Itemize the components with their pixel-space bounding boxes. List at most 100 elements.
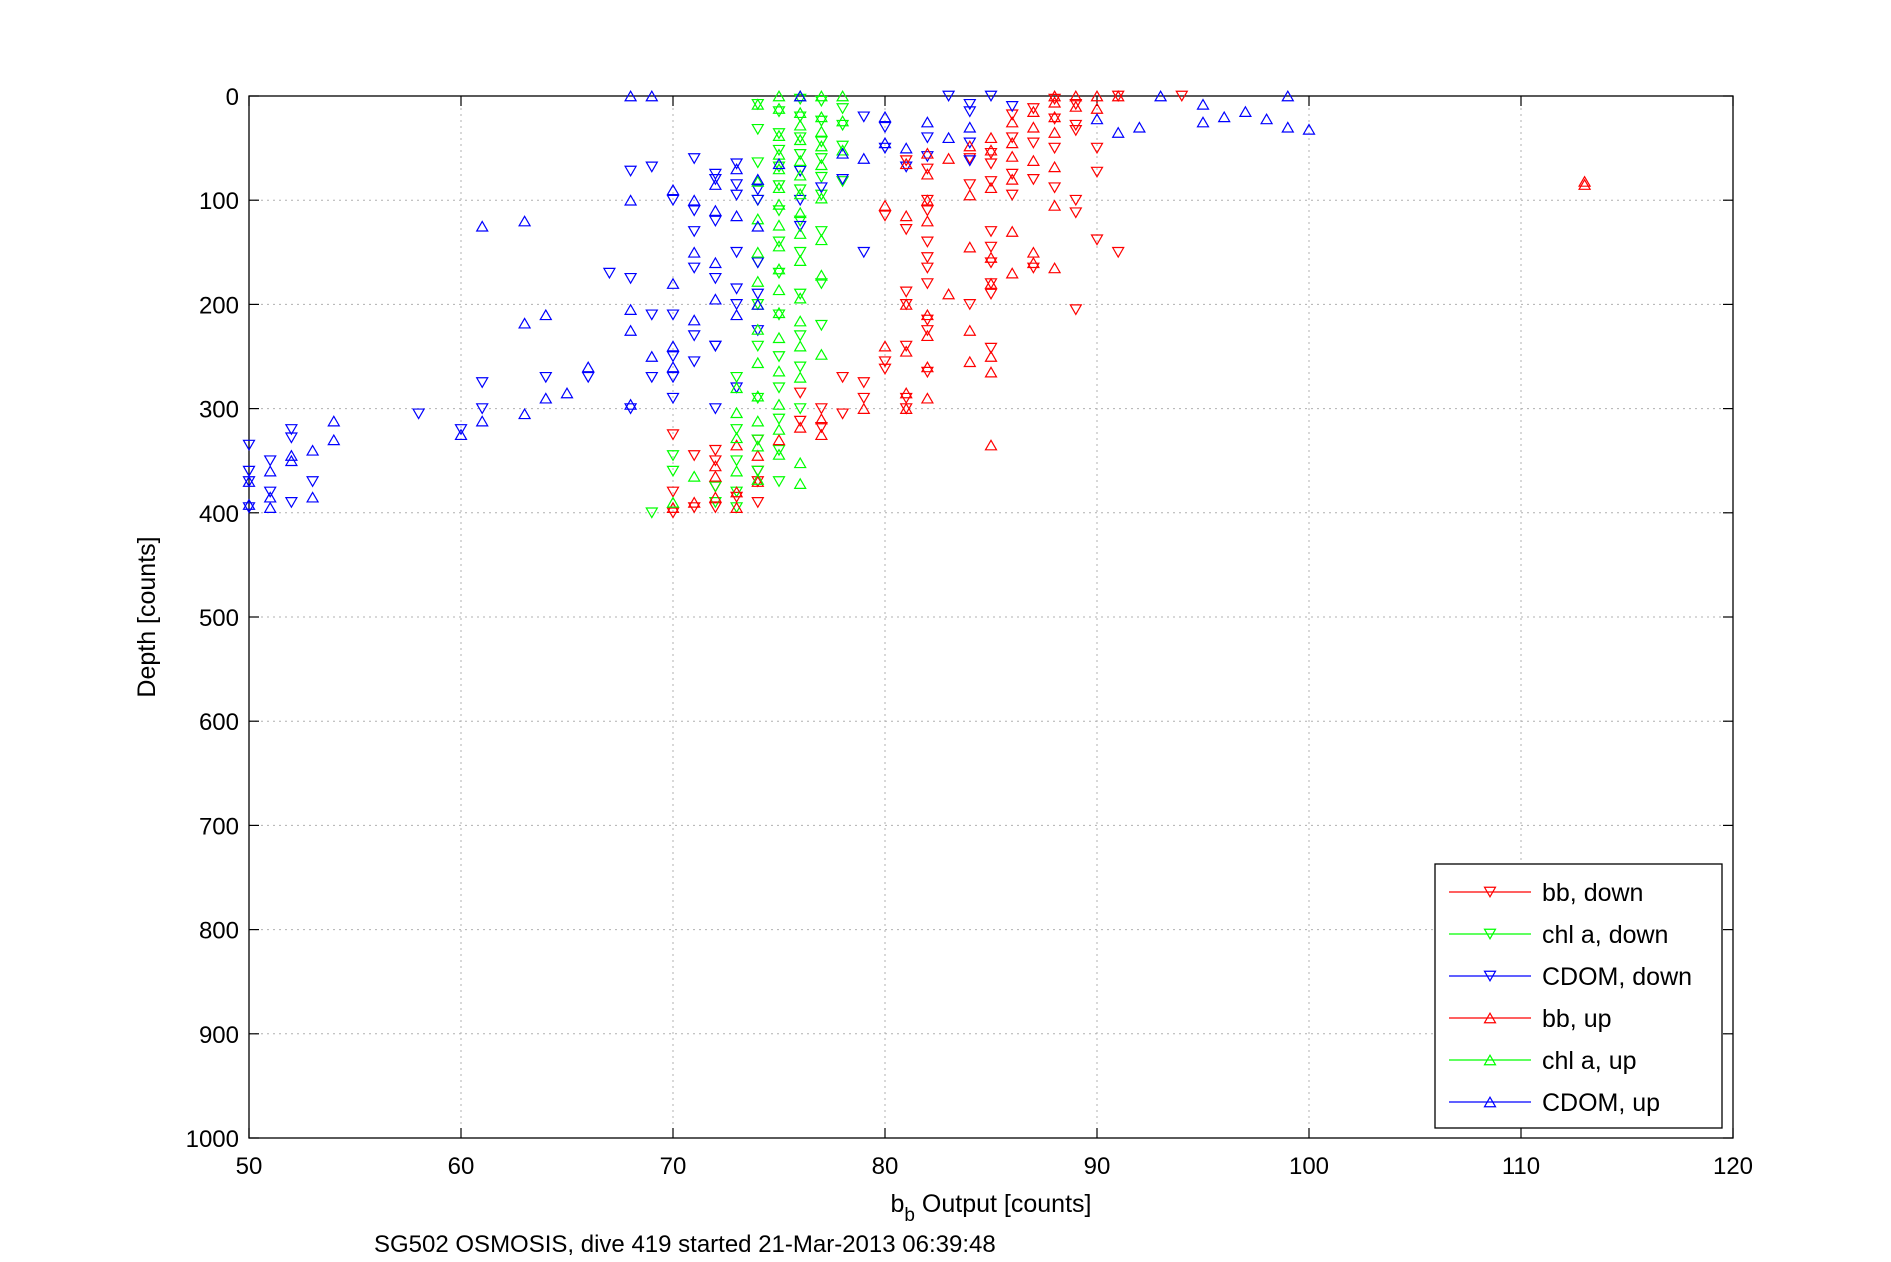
data-point	[793, 371, 807, 383]
data-point	[772, 90, 786, 102]
data-point	[751, 298, 765, 310]
data-point	[624, 194, 638, 206]
data-point	[687, 246, 701, 258]
data-point	[836, 371, 850, 384]
data-point	[327, 433, 341, 446]
legend-item: CDOM, down	[1449, 963, 1692, 991]
data-point	[793, 415, 807, 428]
y-tick-label: 0	[226, 84, 239, 111]
data-point	[814, 158, 828, 171]
data-point	[645, 350, 659, 362]
data-point	[666, 277, 680, 289]
data-point	[772, 263, 786, 275]
data-point	[899, 340, 913, 353]
data-point	[793, 132, 807, 144]
data-point	[878, 356, 892, 368]
data-point	[708, 491, 722, 503]
data-point	[730, 158, 744, 170]
data-point	[730, 308, 744, 321]
data-point	[1090, 166, 1104, 179]
data-point	[772, 129, 786, 141]
data-point	[963, 153, 977, 165]
legend-marker	[1483, 1096, 1497, 1108]
data-point	[814, 153, 828, 165]
data-point	[751, 475, 765, 487]
data-point	[687, 262, 701, 274]
data-point	[708, 340, 722, 353]
data-point	[539, 371, 553, 384]
data-point	[814, 319, 828, 332]
data-point	[475, 220, 489, 232]
data-point	[984, 366, 998, 378]
data-point	[920, 278, 934, 290]
data-point	[666, 496, 680, 508]
data-point	[708, 481, 722, 493]
data-point	[687, 194, 701, 206]
data-point	[878, 136, 892, 149]
data-point	[963, 189, 977, 201]
data-point	[942, 90, 956, 102]
data-point	[751, 175, 765, 187]
data-point	[793, 288, 807, 300]
data-point	[1090, 234, 1104, 246]
data-point	[793, 361, 807, 373]
data-point	[751, 123, 765, 136]
data-point	[475, 377, 489, 389]
data-point	[920, 325, 934, 337]
data-point	[730, 381, 744, 394]
data-point	[920, 116, 934, 128]
x-tick-label: 110	[1502, 1153, 1540, 1180]
data-point	[836, 147, 850, 159]
data-point	[793, 93, 807, 106]
data-point	[327, 415, 341, 427]
x-tick-label: 120	[1713, 1153, 1753, 1180]
data-point	[793, 154, 807, 166]
data-point	[772, 181, 786, 194]
data-point	[984, 342, 998, 355]
data-point	[1048, 110, 1062, 123]
data-point	[772, 331, 786, 344]
data-point	[730, 283, 744, 295]
data-point	[708, 455, 722, 467]
data-point	[814, 233, 828, 246]
data-point	[772, 423, 786, 435]
data-point	[920, 194, 934, 206]
x-tick-label: 80	[872, 1153, 899, 1180]
data-point	[1048, 96, 1062, 108]
data-point	[793, 340, 807, 352]
data-point	[730, 439, 744, 451]
y-tick-label: 400	[199, 501, 239, 528]
data-points	[242, 90, 1592, 519]
data-point	[306, 444, 320, 456]
data-point	[263, 455, 277, 467]
data-point	[708, 403, 722, 415]
data-point	[920, 236, 934, 248]
data-point	[878, 340, 892, 352]
data-point	[708, 293, 722, 305]
data-point	[814, 403, 828, 415]
data-point	[793, 169, 807, 181]
data-point	[730, 501, 744, 513]
series-5	[242, 90, 1316, 513]
data-point	[666, 486, 680, 498]
data-point	[539, 392, 553, 404]
y-tick-label: 300	[199, 397, 239, 424]
data-point	[730, 179, 744, 191]
data-point	[836, 144, 850, 156]
legend-item: chl a, down	[1449, 921, 1668, 949]
data-point	[1048, 199, 1062, 211]
data-point	[772, 413, 786, 425]
data-point	[920, 329, 934, 342]
data-point	[730, 371, 744, 384]
data-point	[899, 402, 913, 414]
data-point	[1048, 160, 1062, 173]
data-point	[814, 140, 828, 152]
data-point	[793, 119, 807, 131]
data-point	[518, 317, 532, 329]
data-point	[772, 433, 786, 446]
data-point	[687, 226, 701, 238]
data-point	[539, 308, 553, 321]
data-point	[687, 470, 701, 482]
figure-caption: SG502 OSMOSIS, dive 419 started 21-Mar-2…	[374, 1231, 996, 1258]
y-tick-label: 900	[199, 1022, 239, 1049]
